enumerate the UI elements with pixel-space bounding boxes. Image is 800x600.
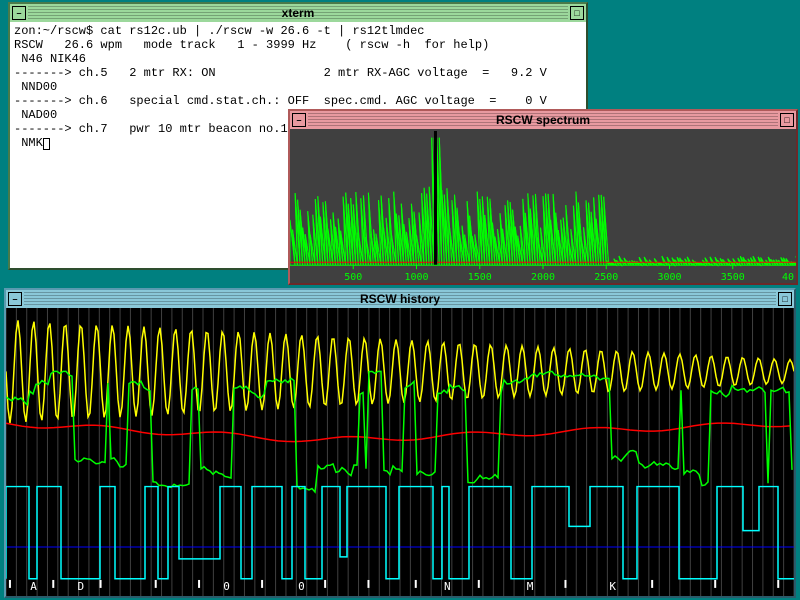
window-menu-button[interactable]: –	[292, 113, 306, 127]
spectrum-titlebar[interactable]: – RSCW spectrum □	[290, 111, 796, 129]
window-menu-button[interactable]: –	[12, 6, 26, 20]
svg-text:3500: 3500	[721, 272, 745, 283]
xterm-titlebar[interactable]: – xterm □	[10, 4, 586, 22]
xterm-title: xterm	[276, 6, 321, 20]
window-max-button[interactable]: □	[778, 292, 792, 306]
spectrum-window: – RSCW spectrum □ 500 1000 1500 2000 2500 300…	[288, 109, 798, 285]
history-titlebar[interactable]: – RSCW history □	[6, 290, 794, 308]
svg-text:1500: 1500	[468, 272, 492, 283]
svg-text:A: A	[30, 580, 37, 593]
svg-text:2500: 2500	[594, 272, 618, 283]
svg-text:M: M	[527, 580, 534, 593]
svg-text:D: D	[78, 580, 85, 593]
svg-text:2000: 2000	[531, 272, 555, 283]
window-menu-button[interactable]: –	[8, 292, 22, 306]
history-plot: A D 0 0 N M K	[6, 308, 794, 596]
svg-text:N: N	[444, 580, 451, 593]
svg-text:0: 0	[223, 580, 230, 593]
svg-text:0: 0	[298, 580, 305, 593]
terminal-cursor	[43, 138, 50, 150]
window-max-button[interactable]: □	[780, 113, 794, 127]
svg-text:3000: 3000	[657, 272, 681, 283]
history-window: – RSCW history □ A D 0 0 N M K	[4, 288, 796, 598]
svg-text:40: 40	[782, 272, 794, 283]
history-title: RSCW history	[354, 292, 446, 306]
spectrum-title: RSCW spectrum	[490, 113, 596, 127]
svg-text:K: K	[609, 580, 616, 593]
spectrum-plot: 500 1000 1500 2000 2500 3000 3500 40	[290, 129, 796, 283]
svg-text:1000: 1000	[404, 272, 428, 283]
window-max-button[interactable]: □	[570, 6, 584, 20]
svg-text:500: 500	[344, 272, 362, 283]
